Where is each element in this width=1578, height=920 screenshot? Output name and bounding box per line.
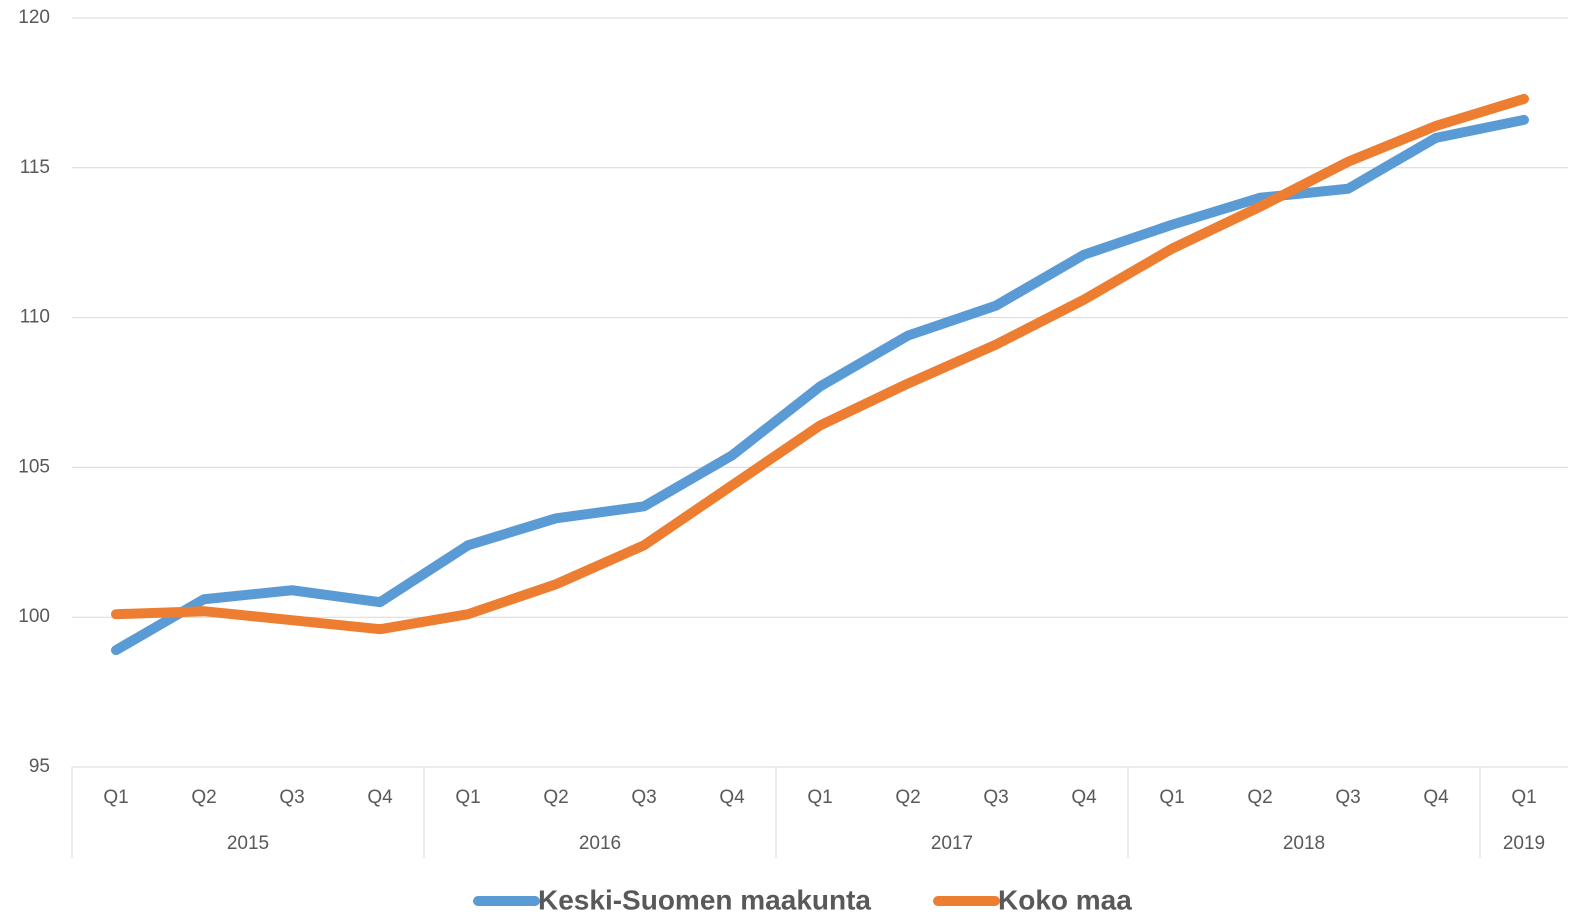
x-tick-label: Q2	[191, 787, 216, 808]
x-tick-label: Q2	[543, 787, 568, 808]
x-tick-label: Q4	[1423, 787, 1449, 808]
x-group-label: 2017	[931, 833, 973, 854]
x-tick-label: Q1	[807, 787, 832, 808]
x-tick-label: Q1	[1159, 787, 1184, 808]
x-group-label: 2018	[1283, 833, 1325, 854]
x-tick-label: Q3	[1335, 787, 1360, 808]
y-tick-label: 115	[20, 157, 50, 178]
y-tick-label: 105	[18, 456, 50, 477]
x-group-label: 2015	[227, 833, 269, 854]
x-tick-label: Q4	[1071, 787, 1097, 808]
x-tick-label: Q3	[983, 787, 1008, 808]
x-tick-label: Q1	[1511, 787, 1536, 808]
x-tick-label: Q4	[719, 787, 745, 808]
x-tick-label: Q4	[367, 787, 393, 808]
x-tick-label: Q2	[1247, 787, 1272, 808]
x-group-label: 2019	[1503, 833, 1545, 854]
y-tick-label: 95	[29, 756, 50, 777]
x-tick-label: Q1	[455, 787, 480, 808]
legend-label: Keski-Suomen maakunta	[538, 884, 871, 915]
x-tick-label: Q1	[103, 787, 128, 808]
legend-label: Koko maa	[998, 884, 1132, 915]
line-series	[111, 93, 1529, 635]
y-tick-label: 120	[18, 7, 50, 28]
line-series	[111, 114, 1529, 656]
x-tick-label: Q3	[631, 787, 656, 808]
y-tick-label: 110	[20, 307, 50, 328]
y-tick-label: 100	[18, 606, 50, 627]
x-group-label: 2016	[579, 833, 621, 854]
x-tick-label: Q3	[279, 787, 304, 808]
x-tick-label: Q2	[895, 787, 920, 808]
